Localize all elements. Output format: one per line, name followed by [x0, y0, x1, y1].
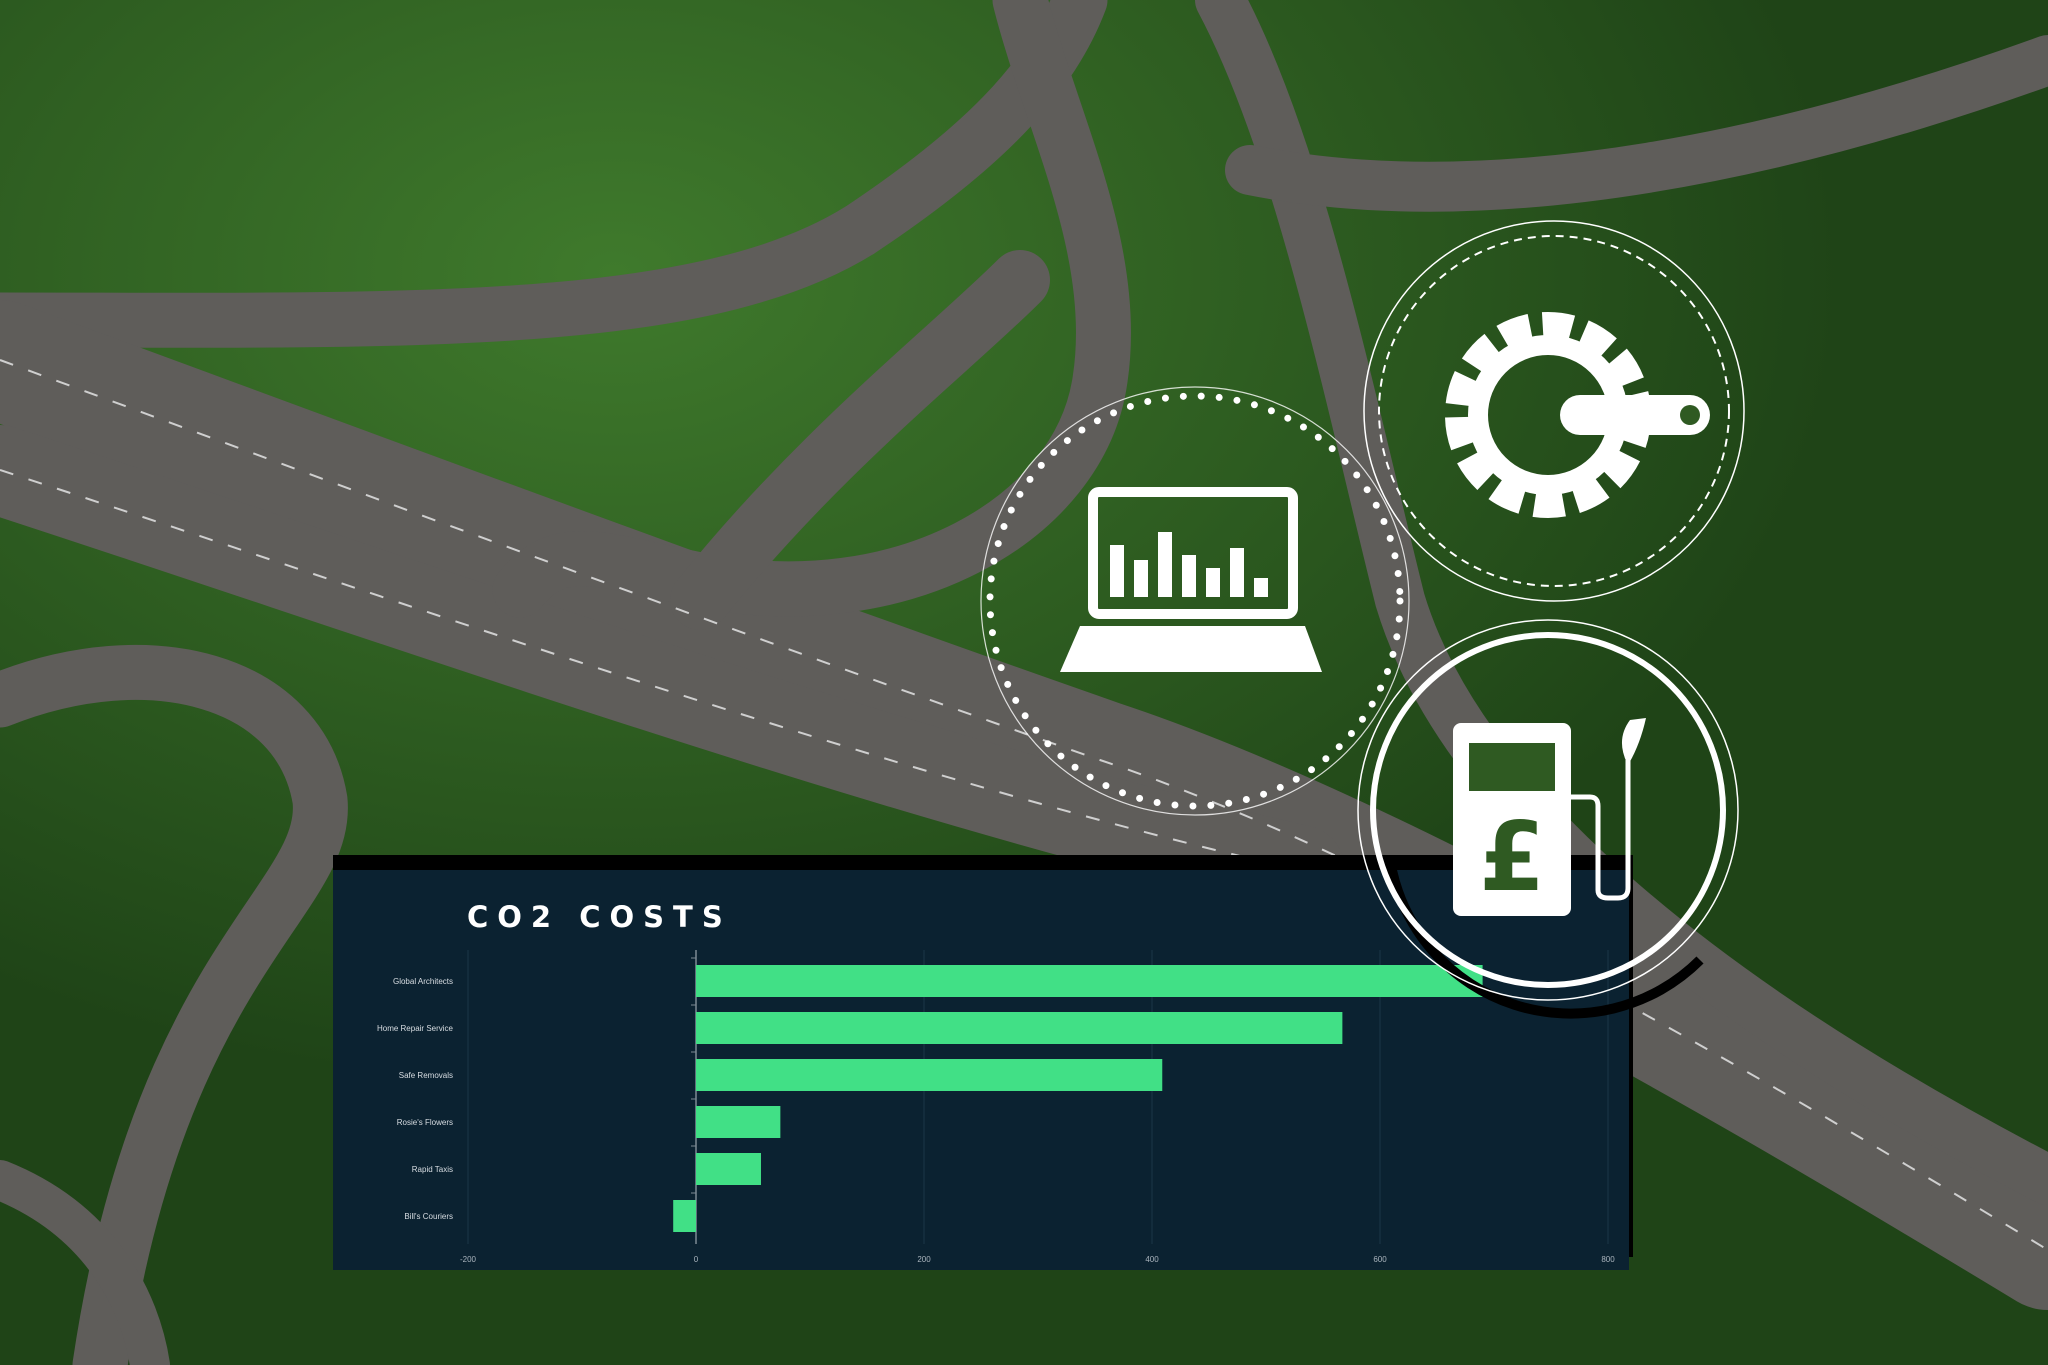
x-tick-label: -200 [460, 1255, 477, 1264]
bar-bill-s-couriers [673, 1200, 696, 1232]
bar-home-repair-service [696, 1012, 1343, 1044]
category-label: Safe Removals [399, 1071, 453, 1080]
x-tick-label: 800 [1601, 1255, 1615, 1264]
bar-rapid-taxis [696, 1153, 761, 1185]
bar-safe-removals [696, 1059, 1163, 1091]
chart-title: CO2 COSTS [467, 900, 732, 934]
category-label: Home Repair Service [377, 1024, 454, 1033]
x-tick-label: 200 [917, 1255, 931, 1264]
bar-global-architects [696, 965, 1483, 997]
bar-rosie-s-flowers [696, 1106, 781, 1138]
x-tick-label: 600 [1373, 1255, 1387, 1264]
category-label: Rosie's Flowers [397, 1118, 453, 1127]
x-axis-label: CO2 Saved (kg) [1123, 1269, 1181, 1270]
category-label: Global Architects [393, 977, 453, 986]
co2-bar-chart: -200 0 200 400 600 800 Global Architects Home R… [377, 950, 1615, 1270]
x-tick-label: 400 [1145, 1255, 1159, 1264]
x-tick-label: 0 [694, 1255, 699, 1264]
category-label: Bill's Couriers [404, 1212, 453, 1221]
category-label: Rapid Taxis [412, 1165, 453, 1174]
